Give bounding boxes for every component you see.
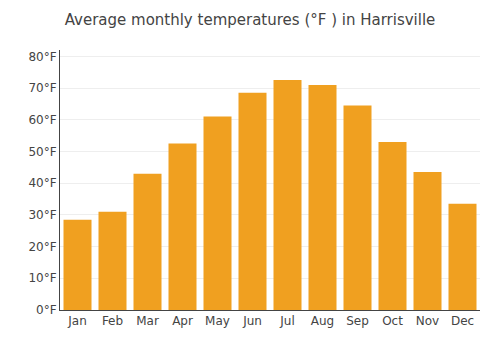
svg-text:May: May	[205, 314, 230, 328]
svg-text:Apr: Apr	[172, 314, 193, 328]
svg-text:70°F: 70°F	[28, 81, 56, 95]
svg-text:10°F: 10°F	[28, 271, 56, 285]
svg-text:20°F: 20°F	[28, 240, 56, 254]
svg-text:0°F: 0°F	[36, 303, 57, 317]
svg-text:80°F: 80°F	[28, 50, 56, 64]
svg-text:Jun: Jun	[242, 314, 262, 328]
svg-text:Oct: Oct	[382, 314, 403, 328]
svg-text:Aug: Aug	[311, 314, 334, 328]
svg-text:Jan: Jan	[67, 314, 87, 328]
svg-text:Nov: Nov	[416, 314, 439, 328]
svg-text:30°F: 30°F	[28, 208, 56, 222]
svg-text:50°F: 50°F	[28, 145, 56, 159]
svg-text:Mar: Mar	[136, 314, 159, 328]
svg-text:60°F: 60°F	[28, 113, 56, 127]
svg-text:Dec: Dec	[451, 314, 474, 328]
svg-text:40°F: 40°F	[28, 176, 56, 190]
svg-text:Feb: Feb	[102, 314, 123, 328]
svg-text:Sep: Sep	[346, 314, 369, 328]
svg-text:Jul: Jul	[279, 314, 294, 328]
svg-text:Average monthly temperatures (: Average monthly temperatures (°F ) in Ha…	[65, 11, 436, 29]
